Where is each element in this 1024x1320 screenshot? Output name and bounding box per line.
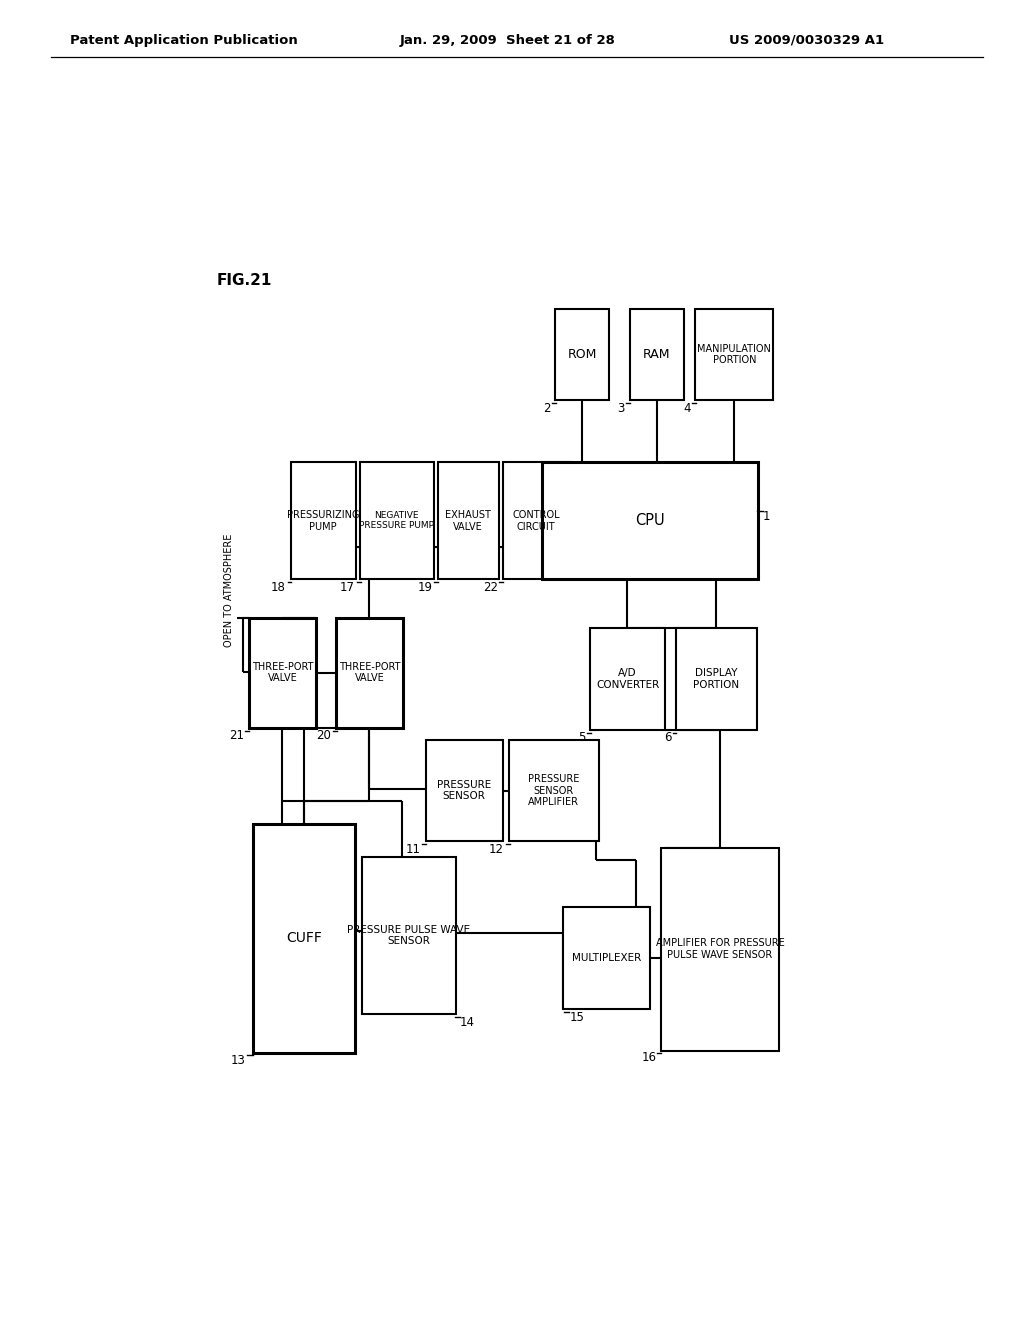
- Bar: [543, 462, 758, 579]
- Bar: [336, 618, 403, 727]
- Text: THREE-PORT
VALVE: THREE-PORT VALVE: [339, 661, 400, 684]
- Text: 17: 17: [340, 581, 355, 594]
- Bar: [695, 309, 773, 400]
- Text: 22: 22: [483, 581, 498, 594]
- Text: 1: 1: [763, 510, 770, 523]
- Text: OPEN TO ATMOSPHERE: OPEN TO ATMOSPHERE: [224, 533, 233, 647]
- Text: THREE-PORT
VALVE: THREE-PORT VALVE: [252, 661, 313, 684]
- Text: 19: 19: [418, 581, 433, 594]
- Bar: [630, 309, 684, 400]
- Text: DISPLAY
PORTION: DISPLAY PORTION: [693, 668, 739, 689]
- Text: PRESSURE
SENSOR
AMPLIFIER: PRESSURE SENSOR AMPLIFIER: [528, 774, 580, 808]
- Text: PRESSURE
SENSOR: PRESSURE SENSOR: [437, 780, 492, 801]
- Text: CPU: CPU: [635, 513, 665, 528]
- Bar: [291, 462, 355, 579]
- Bar: [676, 628, 758, 730]
- Text: 3: 3: [617, 401, 625, 414]
- Text: PRESSURE PULSE WAVE
SENSOR: PRESSURE PULSE WAVE SENSOR: [347, 924, 470, 946]
- Text: NEGATIVE
PRESSURE PUMP: NEGATIVE PRESSURE PUMP: [359, 511, 434, 531]
- Text: 6: 6: [665, 731, 672, 744]
- Text: ROM: ROM: [567, 348, 597, 362]
- Text: 2: 2: [543, 401, 550, 414]
- Bar: [503, 462, 570, 579]
- Text: 11: 11: [406, 843, 421, 857]
- Text: 18: 18: [271, 581, 286, 594]
- Text: 12: 12: [489, 843, 504, 857]
- Bar: [359, 462, 433, 579]
- Text: PRESSURIZING
PUMP: PRESSURIZING PUMP: [287, 510, 359, 532]
- Text: 5: 5: [578, 731, 585, 744]
- Bar: [509, 739, 599, 841]
- Text: FIG.21: FIG.21: [217, 273, 272, 288]
- Text: Patent Application Publication: Patent Application Publication: [70, 33, 297, 46]
- Text: A/D
CONVERTER: A/D CONVERTER: [596, 668, 659, 689]
- Bar: [563, 907, 650, 1008]
- Text: 20: 20: [316, 729, 331, 742]
- Text: 21: 21: [229, 729, 244, 742]
- Bar: [590, 628, 666, 730]
- Text: 4: 4: [683, 401, 690, 414]
- Text: MANIPULATION
PORTION: MANIPULATION PORTION: [697, 343, 771, 366]
- Text: 15: 15: [569, 1011, 584, 1024]
- Text: AMPLIFIER FOR PRESSURE
PULSE WAVE SENSOR: AMPLIFIER FOR PRESSURE PULSE WAVE SENSOR: [655, 939, 784, 960]
- Text: CUFF: CUFF: [287, 932, 323, 945]
- Bar: [253, 824, 355, 1053]
- Text: 16: 16: [642, 1052, 656, 1064]
- Text: Jan. 29, 2009  Sheet 21 of 28: Jan. 29, 2009 Sheet 21 of 28: [399, 33, 615, 46]
- Bar: [437, 462, 499, 579]
- Text: 13: 13: [230, 1055, 246, 1068]
- Text: EXHAUST
VALVE: EXHAUST VALVE: [445, 510, 490, 532]
- Bar: [662, 847, 779, 1051]
- Bar: [555, 309, 609, 400]
- Text: US 2009/0030329 A1: US 2009/0030329 A1: [729, 33, 884, 46]
- Bar: [362, 857, 456, 1014]
- Text: CONTROL
CIRCUIT: CONTROL CIRCUIT: [512, 510, 560, 532]
- Text: 14: 14: [460, 1016, 475, 1028]
- Text: MULTIPLEXER: MULTIPLEXER: [572, 953, 641, 964]
- Bar: [426, 739, 503, 841]
- Text: RAM: RAM: [643, 348, 671, 362]
- Bar: [249, 618, 316, 727]
